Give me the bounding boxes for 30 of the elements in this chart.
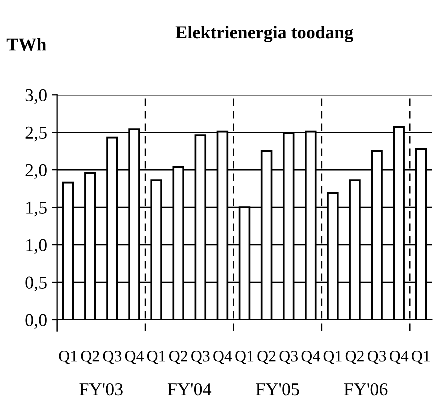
x-tick-label: Q2 <box>81 351 100 364</box>
y-tick-label: 2,5 <box>26 126 47 142</box>
x-tick-label: Q2 <box>170 351 188 364</box>
y-tick-label: 1,5 <box>26 202 47 217</box>
x-tick-label: Q1 <box>236 351 254 364</box>
x-tick-label: Q1 <box>147 351 166 364</box>
y-tick-label: 1,0 <box>26 239 47 254</box>
y-axis-title: TWh <box>6 38 46 51</box>
text: FY'03 <box>80 383 123 396</box>
y-tick-label: 3,0 <box>26 89 47 104</box>
chart-title: Elektrienergia toodang <box>176 26 354 43</box>
x-tick-label: Q2 <box>258 351 276 364</box>
x-tick-label: Q4 <box>302 351 320 364</box>
x-tick-label: Q4 <box>125 351 144 364</box>
y-tick-label: 0,5 <box>26 276 47 292</box>
x-tick-label: Q3 <box>192 351 210 364</box>
x-tick-label: Q1 <box>324 351 342 364</box>
x-tick-label: Q1 <box>412 351 430 364</box>
text: FY'06 <box>344 383 388 396</box>
x-tick-label: Q3 <box>368 351 386 364</box>
y-tick-label: 0,0 <box>26 314 47 330</box>
x-tick-label: Q1 <box>59 351 78 364</box>
text: FY'05 <box>256 383 300 396</box>
x-tick-label: Q3 <box>280 351 298 364</box>
x-tick-label: Q2 <box>346 351 364 364</box>
x-tick-label: Q4 <box>390 351 409 364</box>
x-tick-label: Q4 <box>214 351 232 364</box>
text: FY'04 <box>168 383 212 396</box>
x-tick-label: Q3 <box>103 351 122 364</box>
y-tick-label: 2,0 <box>26 164 47 180</box>
